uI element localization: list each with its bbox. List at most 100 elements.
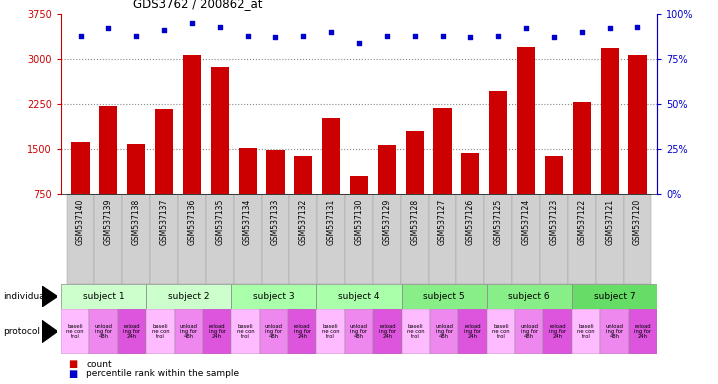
Text: reload
ing for
24h: reload ing for 24h bbox=[294, 324, 311, 339]
Bar bbox=[95, 194, 122, 284]
Bar bbox=[155, 109, 173, 194]
Text: baseli
ne con
trol: baseli ne con trol bbox=[151, 324, 169, 339]
Text: GSM537133: GSM537133 bbox=[271, 199, 280, 245]
Bar bbox=[233, 194, 261, 284]
Bar bbox=[150, 194, 178, 284]
Bar bbox=[203, 309, 231, 354]
Bar bbox=[628, 55, 646, 194]
Bar bbox=[61, 284, 146, 309]
Bar bbox=[206, 194, 233, 284]
Bar bbox=[127, 144, 145, 194]
Bar bbox=[487, 284, 572, 309]
Text: GSM537120: GSM537120 bbox=[633, 199, 642, 245]
Text: baseli
ne con
trol: baseli ne con trol bbox=[407, 324, 424, 339]
Text: GSM537126: GSM537126 bbox=[466, 199, 475, 245]
Text: GSM537137: GSM537137 bbox=[159, 199, 169, 245]
Text: unload
ing for
48h: unload ing for 48h bbox=[435, 324, 453, 339]
Bar bbox=[238, 148, 256, 194]
Point bbox=[381, 33, 393, 39]
Bar bbox=[623, 194, 651, 284]
Bar bbox=[573, 102, 591, 194]
Text: GSM537128: GSM537128 bbox=[410, 199, 419, 245]
Bar bbox=[515, 309, 544, 354]
Text: unload
ing for
48h: unload ing for 48h bbox=[95, 324, 113, 339]
Point bbox=[493, 33, 504, 39]
Bar bbox=[67, 194, 95, 284]
Text: reload
ing for
24h: reload ing for 24h bbox=[379, 324, 396, 339]
Bar bbox=[434, 108, 452, 194]
Text: subject 3: subject 3 bbox=[253, 292, 294, 301]
Bar bbox=[458, 309, 487, 354]
Bar bbox=[572, 284, 657, 309]
Bar bbox=[266, 150, 284, 194]
Bar bbox=[517, 47, 535, 194]
Bar bbox=[373, 194, 401, 284]
Bar bbox=[345, 194, 373, 284]
Text: GSM537129: GSM537129 bbox=[383, 199, 391, 245]
Text: GSM537130: GSM537130 bbox=[355, 199, 363, 245]
Bar bbox=[118, 309, 146, 354]
Bar bbox=[288, 309, 317, 354]
Text: unload
ing for
48h: unload ing for 48h bbox=[350, 324, 368, 339]
Point bbox=[186, 20, 197, 26]
Bar bbox=[289, 194, 317, 284]
Point bbox=[548, 34, 559, 40]
Bar bbox=[317, 194, 345, 284]
Polygon shape bbox=[42, 320, 57, 343]
Bar bbox=[462, 153, 480, 194]
Text: GSM537136: GSM537136 bbox=[187, 199, 197, 245]
Text: subject 2: subject 2 bbox=[168, 292, 210, 301]
Text: count: count bbox=[86, 360, 112, 369]
Bar bbox=[600, 309, 628, 354]
Text: baseli
ne con
trol: baseli ne con trol bbox=[492, 324, 510, 339]
Text: GSM537140: GSM537140 bbox=[76, 199, 85, 245]
Bar bbox=[430, 309, 458, 354]
Bar bbox=[489, 91, 508, 194]
Point bbox=[75, 33, 86, 39]
Point bbox=[325, 29, 337, 35]
Bar bbox=[596, 194, 623, 284]
Text: unload
ing for
48h: unload ing for 48h bbox=[605, 324, 623, 339]
Point bbox=[297, 33, 309, 39]
Polygon shape bbox=[42, 286, 57, 307]
Bar bbox=[406, 131, 424, 194]
Text: baseli
ne con
trol: baseli ne con trol bbox=[322, 324, 340, 339]
Text: reload
ing for
24h: reload ing for 24h bbox=[464, 324, 481, 339]
Bar bbox=[401, 194, 429, 284]
Text: GSM537122: GSM537122 bbox=[577, 199, 587, 245]
Text: GSM537121: GSM537121 bbox=[605, 199, 614, 245]
Bar bbox=[72, 142, 90, 194]
Bar bbox=[350, 176, 368, 194]
Bar bbox=[544, 309, 572, 354]
Bar bbox=[294, 156, 312, 194]
Bar bbox=[210, 68, 229, 194]
Point bbox=[159, 27, 170, 33]
Text: baseli
ne con
trol: baseli ne con trol bbox=[66, 324, 84, 339]
Point bbox=[437, 33, 448, 39]
Text: subject 4: subject 4 bbox=[338, 292, 380, 301]
Text: GSM537125: GSM537125 bbox=[494, 199, 503, 245]
Bar bbox=[345, 309, 373, 354]
Bar bbox=[373, 309, 401, 354]
Text: GSM537124: GSM537124 bbox=[521, 199, 531, 245]
Text: unload
ing for
48h: unload ing for 48h bbox=[265, 324, 283, 339]
Text: GSM537123: GSM537123 bbox=[549, 199, 559, 245]
Point bbox=[521, 25, 532, 31]
Bar bbox=[457, 194, 485, 284]
Bar bbox=[261, 194, 289, 284]
Point bbox=[103, 25, 114, 31]
Bar bbox=[322, 118, 340, 194]
Bar bbox=[568, 194, 596, 284]
Bar bbox=[401, 309, 430, 354]
Text: GSM537135: GSM537135 bbox=[215, 199, 224, 245]
Text: GSM537127: GSM537127 bbox=[438, 199, 447, 245]
Bar bbox=[146, 284, 231, 309]
Text: ■: ■ bbox=[68, 369, 78, 379]
Bar bbox=[487, 309, 515, 354]
Text: ■: ■ bbox=[68, 359, 78, 369]
Text: GSM537139: GSM537139 bbox=[104, 199, 113, 245]
Text: protocol: protocol bbox=[4, 327, 41, 336]
Text: subject 7: subject 7 bbox=[594, 292, 635, 301]
Text: subject 6: subject 6 bbox=[508, 292, 550, 301]
Point bbox=[214, 23, 225, 30]
